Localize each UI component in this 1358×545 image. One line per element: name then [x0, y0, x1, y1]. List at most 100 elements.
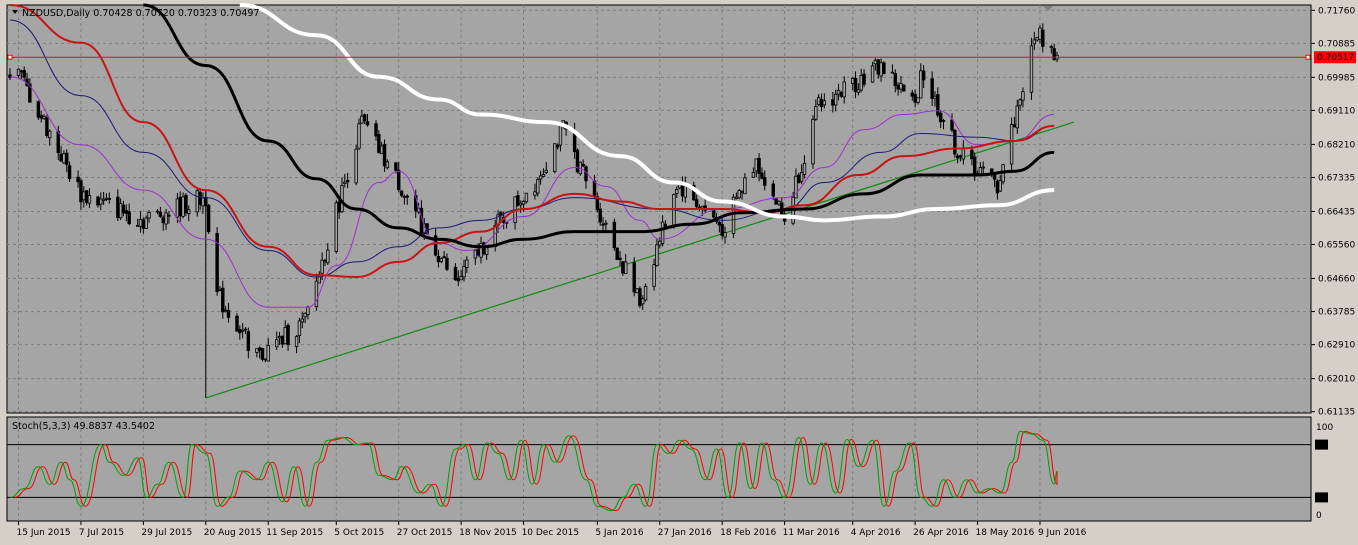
candle-body [916, 97, 920, 103]
stoch-level-box [1315, 439, 1328, 450]
date-tick-label: 27 Oct 2015 [397, 528, 453, 538]
candle-body [723, 232, 727, 238]
candle-body [643, 285, 648, 301]
price-line-handle-right[interactable] [1305, 54, 1311, 60]
candle-body [320, 259, 324, 274]
candle-body [337, 201, 341, 213]
candle-body [720, 224, 724, 236]
stochastic-signal-line[interactable] [14, 430, 1058, 512]
candle-body [1018, 99, 1022, 106]
candle-body [660, 221, 665, 244]
candle-body [831, 99, 835, 106]
candle-body [856, 89, 861, 93]
candle-body [655, 244, 659, 267]
candle-body [873, 59, 878, 65]
candle-body [958, 155, 963, 158]
candle-body [238, 329, 242, 334]
ma-red-line[interactable] [9, 4, 1055, 278]
candle-body [799, 172, 804, 182]
candle-body [314, 280, 319, 308]
candle-body [178, 196, 182, 217]
candle-body [184, 194, 188, 214]
stochastic-main-line[interactable] [9, 430, 1058, 512]
candle-body [833, 93, 838, 106]
date-tick-label: 7 Jul 2015 [79, 528, 124, 538]
candle-body [297, 320, 302, 337]
candle-body [462, 266, 466, 278]
chart-shift-marker[interactable] [1043, 6, 1053, 11]
candle-body [621, 261, 625, 274]
candle-body [379, 145, 384, 154]
candle-body [275, 339, 279, 348]
candle-body [816, 97, 821, 105]
stochastic-panel[interactable] [6, 416, 1312, 522]
candle-body [519, 202, 523, 206]
candle-body [79, 180, 83, 203]
candle-body [842, 81, 846, 98]
candle-body [195, 190, 199, 213]
price-tick-label: 0.71760 [1318, 6, 1355, 16]
candle-body [442, 256, 446, 259]
candle-body [950, 119, 954, 131]
price-tick-label: 0.64660 [1318, 275, 1355, 285]
candle-body [692, 184, 696, 201]
ma-navy-line[interactable] [9, 19, 1055, 278]
candle-body [266, 345, 270, 362]
candle-body [240, 329, 245, 332]
ma-purple-line[interactable] [9, 76, 1055, 308]
candle-body [740, 191, 744, 193]
candle-body [201, 197, 205, 207]
candle-body [306, 306, 310, 315]
date-tick-label: 18 May 2016 [976, 528, 1035, 538]
candle-body [235, 315, 239, 332]
candle-body [397, 169, 401, 190]
ma-white-line[interactable] [239, 3, 1055, 223]
stoch-tick-label: 0 [1316, 511, 1322, 521]
candle-body [700, 205, 705, 209]
price-line-handle-left[interactable] [7, 54, 13, 60]
candle-body [584, 166, 588, 182]
support-trendline[interactable] [205, 121, 1075, 399]
candle-body [592, 180, 597, 197]
candle-body [734, 196, 739, 199]
candle-body [36, 101, 41, 118]
candle-body [382, 144, 387, 167]
candle-body [8, 74, 12, 78]
candle-body [774, 197, 778, 205]
chevron-down-icon[interactable] [12, 10, 18, 14]
candle-body [206, 204, 211, 233]
candle-body [226, 309, 231, 318]
candle-body [811, 119, 815, 165]
price-tick-label: 0.62010 [1318, 375, 1355, 385]
candle-body [913, 93, 917, 103]
current-price-box [1314, 51, 1356, 64]
ma-black-line[interactable] [143, 3, 1055, 249]
candle-body [899, 82, 903, 90]
candle-body [1035, 36, 1039, 41]
candle-body [879, 62, 883, 77]
candle-body [484, 247, 489, 255]
candle-body [138, 219, 143, 227]
candle-body [1015, 105, 1019, 129]
candle-body [541, 174, 546, 177]
candle-body [303, 312, 307, 318]
candle-body [632, 262, 636, 293]
candle-body [641, 298, 645, 305]
candle-body [797, 174, 801, 183]
candle-body [936, 94, 940, 116]
candle-body [711, 209, 716, 218]
candle-body [19, 70, 24, 73]
candle-body [998, 180, 1002, 192]
candle-body [39, 114, 43, 119]
candle-body [760, 172, 764, 179]
candle-body [516, 195, 520, 206]
candle-body [995, 180, 1000, 194]
candle-body [598, 208, 602, 223]
price-tick-label: 0.61135 [1318, 408, 1355, 418]
date-tick-label: 9 Jun 2016 [1038, 528, 1087, 538]
candle-body [862, 73, 866, 85]
candle-body [930, 78, 934, 99]
candle-body [360, 115, 364, 124]
